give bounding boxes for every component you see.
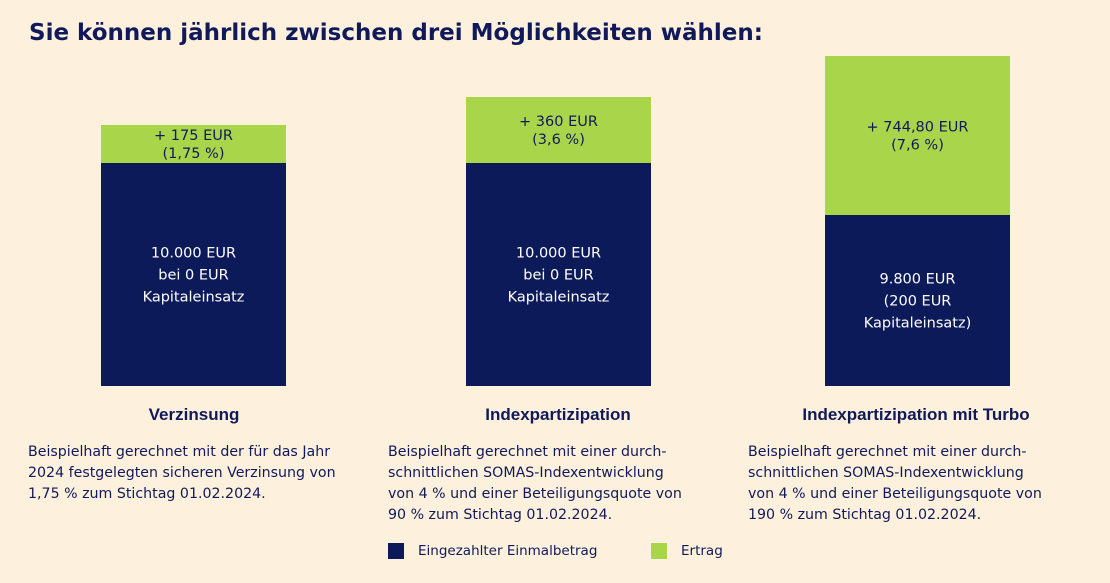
data-label-einmalbetrag-indexpartizipation-turbo-1: (200 EUR (884, 294, 952, 310)
data-label-einmalbetrag-indexpartizipation-0: 10.000 EUR (516, 246, 601, 262)
data-label-einmalbetrag-indexpartizipation-2: Kapitaleinsatz (508, 290, 610, 306)
data-label-einmalbetrag-indexpartizipation-1: bei 0 EUR (523, 268, 593, 284)
data-label-ertrag-verzinsung-0: + 175 EUR (154, 128, 233, 144)
legend-label-ertrag: Ertrag (681, 543, 723, 559)
data-label-einmalbetrag-indexpartizipation-turbo-0: 9.800 EUR (880, 272, 956, 288)
legend-swatch-ertrag (651, 543, 667, 559)
column-title-indexpartizipation-turbo: Indexpartizipation mit Turbo (802, 405, 1030, 424)
data-label-ertrag-verzinsung-1: (1,75 %) (163, 146, 225, 162)
data-label-ertrag-indexpartizipation-turbo-1: (7,6 %) (891, 138, 944, 154)
data-label-ertrag-indexpartizipation-0: + 360 EUR (519, 114, 598, 130)
column-description-indexpartizipation-turbo: Beispielhaft gerechnet mit einer durch- … (748, 444, 1042, 523)
data-label-einmalbetrag-verzinsung-0: 10.000 EUR (151, 246, 236, 262)
data-label-ertrag-indexpartizipation-turbo-0: + 744,80 EUR (867, 120, 969, 136)
bar-einmalbetrag-indexpartizipation (466, 163, 651, 386)
column-title-indexpartizipation: Indexpartizipation (485, 405, 631, 424)
data-label-einmalbetrag-indexpartizipation-turbo-2: Kapitaleinsatz) (864, 316, 972, 332)
bar-ertrag-indexpartizipation (466, 97, 651, 163)
column-description-verzinsung: Beispielhaft gerechnet mit der für das J… (28, 444, 336, 502)
bar-ertrag-indexpartizipation-turbo (825, 56, 1010, 215)
legend-item-einmalbetrag: Eingezahlter Einmalbetrag (388, 543, 597, 559)
legend-label-einmalbetrag: Eingezahlter Einmalbetrag (418, 543, 598, 559)
bar-einmalbetrag-indexpartizipation-turbo (825, 215, 1010, 386)
legend-swatch-einmalbetrag (388, 543, 404, 559)
legend-item-ertrag: Ertrag (651, 543, 723, 559)
data-label-ertrag-indexpartizipation-1: (3,6 %) (532, 132, 585, 148)
bar-ertrag-verzinsung (101, 125, 286, 163)
page-title: Sie können jährlich zwischen drei Möglic… (29, 20, 763, 46)
column-title-verzinsung: Verzinsung (148, 405, 240, 424)
data-label-einmalbetrag-verzinsung-1: bei 0 EUR (158, 268, 228, 284)
column-description-indexpartizipation: Beispielhaft gerechnet mit einer durch- … (388, 444, 682, 523)
data-label-einmalbetrag-verzinsung-2: Kapitaleinsatz (143, 290, 245, 306)
stacked-bar-chart: + 175 EUR (1,75 %) 10.000 EUR bei 0 EUR Kapi… (101, 56, 1010, 386)
bar-einmalbetrag-verzinsung (101, 163, 286, 386)
